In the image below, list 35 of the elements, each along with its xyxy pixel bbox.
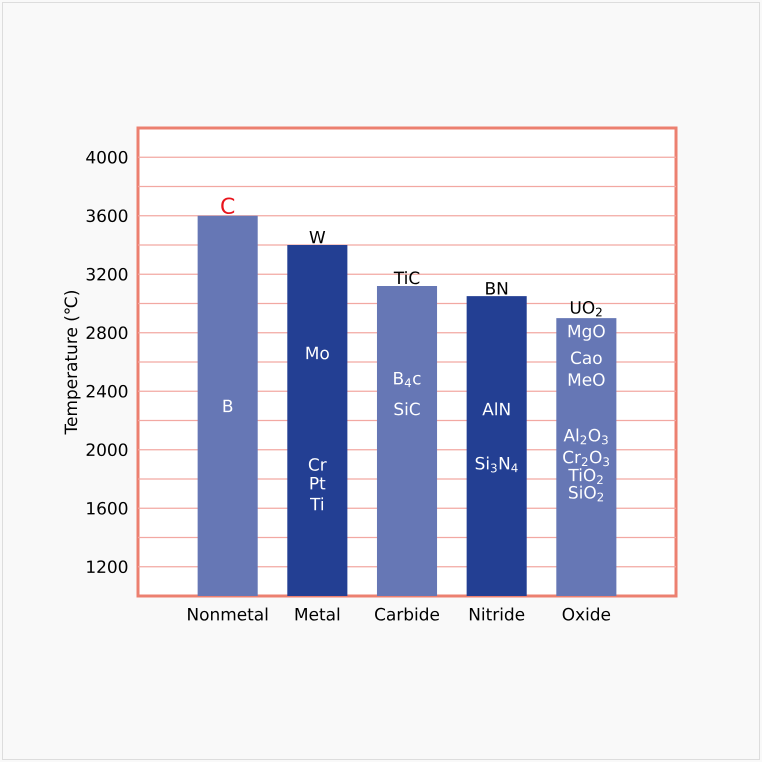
annotation: TiO$_{2}$ [568,468,603,484]
y-tick-label: 1600 [87,502,128,515]
annotation: Ti [310,497,324,510]
x-tick-label: Nonmetal [188,608,268,621]
y-axis-title: Temperature (℃) [64,291,81,434]
annotation: B$_{4}$c [394,372,420,388]
annotation: TiC [394,271,420,284]
y-tick-label: 2800 [86,326,128,340]
annotation: Pt [310,477,326,490]
annotation: SiC [394,402,420,416]
annotation: Si$_{3}$N$_{4}$ [476,456,518,472]
annotation: MeO [568,373,605,386]
x-tick-label: Nitride [470,608,524,621]
annotation: AlN [482,402,510,416]
annotation: Al$_{2}$O$_{3}$ [564,428,608,444]
x-tick-label: Oxide [562,608,610,621]
y-tick-label: 3600 [86,209,128,222]
annotation: C [221,197,234,214]
x-tick-label: Metal [296,608,340,621]
y-tick-label: 3200 [86,268,128,281]
y-tick-label: 2000 [86,443,128,456]
annotation: BN [486,282,508,294]
annotation: B [224,400,232,412]
x-tick-label: Carbide [375,608,440,621]
annotation: MgO [568,324,605,341]
annotation: Cr [308,458,327,471]
annotation: UO$_{2}$ [570,300,602,316]
annotation: Mo [306,346,329,360]
annotation: Cr$_{2}$O$_{3}$ [563,450,609,466]
annotation: Cao [570,351,602,364]
annotation: SiO$_{2}$ [569,486,604,502]
y-tick-label: 1200 [87,560,128,574]
y-tick-label: 2400 [86,384,128,398]
y-tick-label: 4000 [86,150,128,164]
annotation: W [310,230,326,244]
